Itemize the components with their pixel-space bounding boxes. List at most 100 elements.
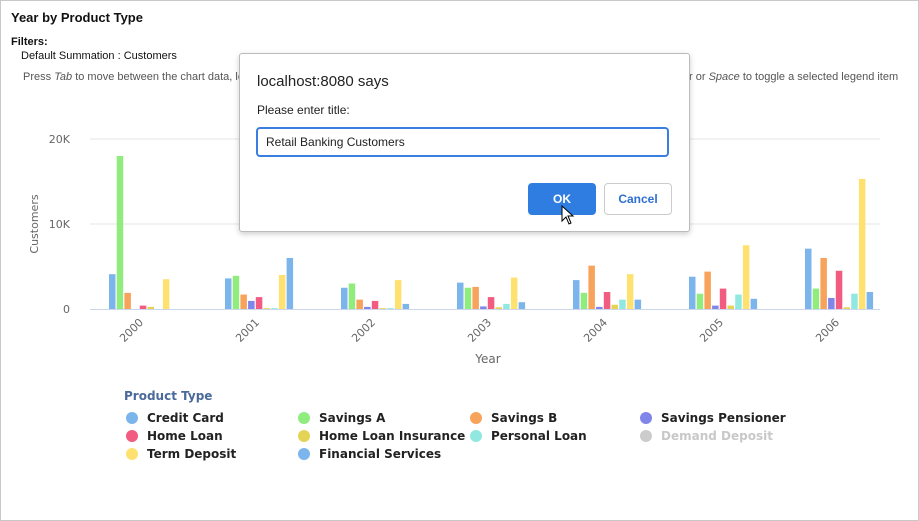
bar-personal-loan <box>851 293 858 309</box>
x-tick-label: 2004 <box>581 316 610 345</box>
bar-savings-pensioner <box>480 306 487 309</box>
legend-item-savings-b[interactable]: Savings B <box>470 411 557 425</box>
legend-label: Home Loan Insurance <box>319 429 466 443</box>
x-tick-label: 2001 <box>233 316 262 345</box>
bar-financial-services <box>518 302 526 309</box>
instructions-left: Press Tab to move between the chart data… <box>23 71 244 83</box>
bar-financial-services <box>634 299 642 309</box>
bar-financial-services <box>866 292 874 309</box>
bar-credit-card <box>457 282 464 309</box>
filters-label: Filters: <box>11 36 48 48</box>
bar-term-deposit <box>742 245 750 309</box>
bar-personal-loan <box>387 308 394 309</box>
bar-credit-card <box>341 287 348 309</box>
legend-dot-icon <box>298 448 310 460</box>
legend-item-savings-a[interactable]: Savings A <box>298 411 385 425</box>
prompt-dialog: localhost:8080 says Please enter title: … <box>239 53 690 232</box>
bar-savings-pensioner <box>364 306 371 309</box>
bar-savings-a <box>580 292 588 309</box>
legend-label: Demand Deposit <box>661 429 773 443</box>
dialog-prompt: Please enter title: <box>257 103 350 117</box>
instr-key: Tab <box>54 71 73 83</box>
instr-text: r or <box>689 71 709 83</box>
legend-dot-icon <box>298 430 310 442</box>
bar-term-deposit <box>394 280 402 309</box>
x-tick-label: 2003 <box>465 316 494 345</box>
legend-label: Term Deposit <box>147 447 237 461</box>
bar-home-loan-insurance <box>495 307 502 309</box>
bar-home-loan <box>487 297 495 309</box>
bar-credit-card <box>805 248 812 309</box>
legend-label: Financial Services <box>319 447 442 461</box>
bar-financial-services <box>286 258 294 309</box>
legend-dot-icon <box>298 412 310 424</box>
bar-savings-a <box>696 293 704 309</box>
instr-text: to toggle a selected legend item <box>739 71 899 83</box>
bar-savings-pensioner <box>248 300 255 309</box>
bar-savings-b <box>704 271 711 309</box>
bar-home-loan-insurance <box>727 305 734 309</box>
legend-item-home-loan-insurance[interactable]: Home Loan Insurance <box>298 429 465 443</box>
bar-home-loan-insurance <box>611 304 618 309</box>
bar-home-loan-insurance <box>379 308 386 309</box>
y-tick-label: 20K <box>49 133 71 146</box>
bar-home-loan-insurance <box>843 307 850 309</box>
title-input[interactable] <box>256 127 669 157</box>
bar-home-loan-insurance <box>147 306 154 309</box>
x-axis-title: Year <box>474 352 500 366</box>
legend-label: Savings Pensioner <box>661 411 786 425</box>
instructions-right: r or Space to toggle a selected legend i… <box>689 71 898 83</box>
mouse-cursor-icon <box>561 205 575 225</box>
page-title: Year by Product Type <box>11 10 143 25</box>
legend-label: Credit Card <box>147 411 224 425</box>
bar-home-loan <box>719 288 727 309</box>
bar-savings-pensioner <box>712 305 719 309</box>
legend-dot-icon <box>470 430 482 442</box>
bar-financial-services <box>402 303 410 309</box>
bar-savings-pensioner <box>596 306 603 309</box>
bar-credit-card <box>573 280 580 309</box>
legend-label: Savings A <box>319 411 386 425</box>
bar-term-deposit <box>162 279 170 309</box>
bar-home-loan <box>603 292 611 309</box>
filter-summation: Default Summation : Customers <box>21 50 177 62</box>
bar-credit-card <box>225 278 232 309</box>
bar-term-deposit <box>278 275 286 309</box>
cancel-button[interactable]: Cancel <box>604 183 672 215</box>
bar-home-loan-insurance <box>263 308 270 309</box>
legend-item-demand-deposit[interactable]: Demand Deposit <box>640 429 773 443</box>
bar-personal-loan <box>735 294 742 309</box>
bar-home-loan <box>371 300 379 309</box>
y-tick-label: 10K <box>49 218 71 231</box>
legend-label: Personal Loan <box>491 429 587 443</box>
instr-key: Space <box>708 71 740 83</box>
bar-term-deposit <box>626 274 634 309</box>
legend-item-financial-services[interactable]: Financial Services <box>298 447 441 461</box>
bar-credit-card <box>689 276 696 309</box>
legend-item-credit-card[interactable]: Credit Card <box>126 411 224 425</box>
legend-dot-icon <box>126 448 138 460</box>
legend-item-term-deposit[interactable]: Term Deposit <box>126 447 236 461</box>
legend-dot-icon <box>126 430 138 442</box>
legend-dot-icon <box>470 412 482 424</box>
bar-savings-a <box>348 283 356 309</box>
legend-item-home-loan[interactable]: Home Loan <box>126 429 223 443</box>
legend-dot-icon <box>126 412 138 424</box>
bar-term-deposit <box>858 178 866 309</box>
x-tick-label: 2005 <box>697 316 726 345</box>
legend-title: Product Type <box>124 389 213 403</box>
instr-text: to move between the chart data, le <box>72 71 244 83</box>
bar-savings-b <box>240 294 247 309</box>
bar-savings-b <box>588 265 595 309</box>
bar-personal-loan <box>619 299 626 309</box>
legend-item-personal-loan[interactable]: Personal Loan <box>470 429 587 443</box>
legend-dot-icon <box>640 430 652 442</box>
x-tick-label: 2002 <box>349 316 378 345</box>
bar-savings-a <box>464 287 472 309</box>
legend-item-savings-pensioner[interactable]: Savings Pensioner <box>640 411 786 425</box>
legend-dot-icon <box>640 412 652 424</box>
legend-label: Savings B <box>491 411 558 425</box>
bar-savings-pensioner <box>828 297 835 309</box>
bar-home-loan <box>139 305 147 309</box>
